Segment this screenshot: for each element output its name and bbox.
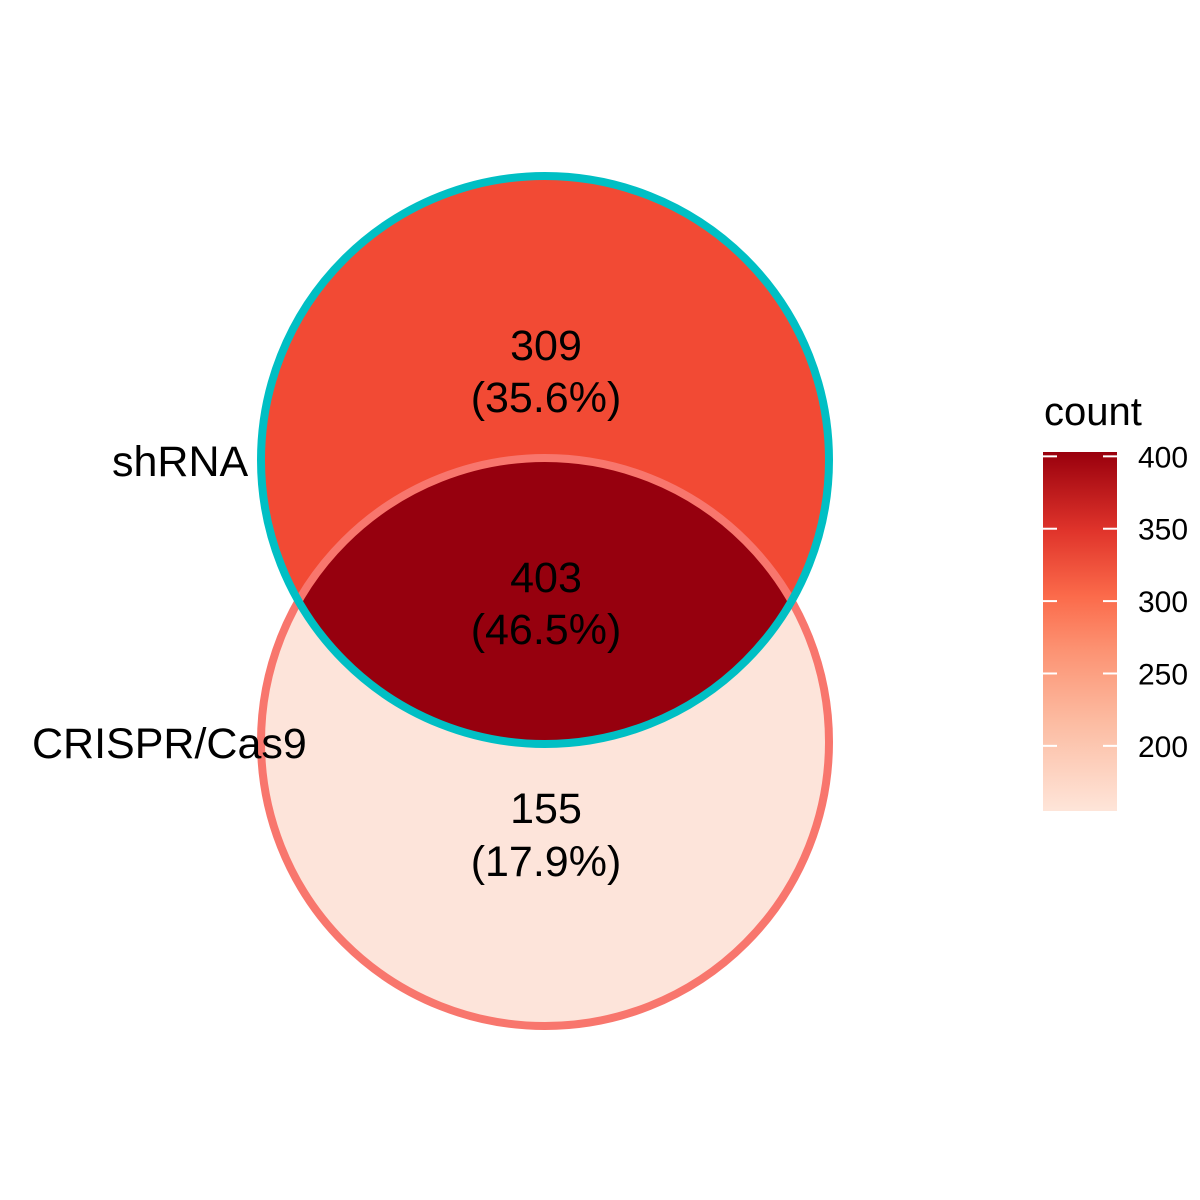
legend-ticks: 400 350 300 250 200 xyxy=(1043,441,1188,764)
crispr-only-percent: (17.9%) xyxy=(471,838,622,886)
crispr-set-label: CRISPR/Cas9 xyxy=(32,720,307,768)
legend: count 400 350 300 250 200 xyxy=(1043,390,1188,811)
legend-title: count xyxy=(1044,390,1142,434)
shrna-set-label: shRNA xyxy=(112,438,249,486)
intersection-count: 403 xyxy=(510,554,582,602)
legend-tick-label: 400 xyxy=(1138,441,1188,474)
crispr-only-count: 155 xyxy=(510,785,582,833)
intersection-percent: (46.5%) xyxy=(471,606,622,654)
shrna-circle-outline xyxy=(257,172,833,748)
legend-tick-label: 300 xyxy=(1138,586,1188,619)
legend-colorbar xyxy=(1043,452,1117,811)
legend-tick-label: 350 xyxy=(1138,514,1188,547)
legend-tick-label: 250 xyxy=(1138,658,1188,691)
crispr-circle-outline xyxy=(257,454,833,1030)
shrna-only-percent: (35.6%) xyxy=(471,374,622,422)
legend-tick-label: 200 xyxy=(1138,731,1188,764)
shrna-only-count: 309 xyxy=(510,322,582,370)
